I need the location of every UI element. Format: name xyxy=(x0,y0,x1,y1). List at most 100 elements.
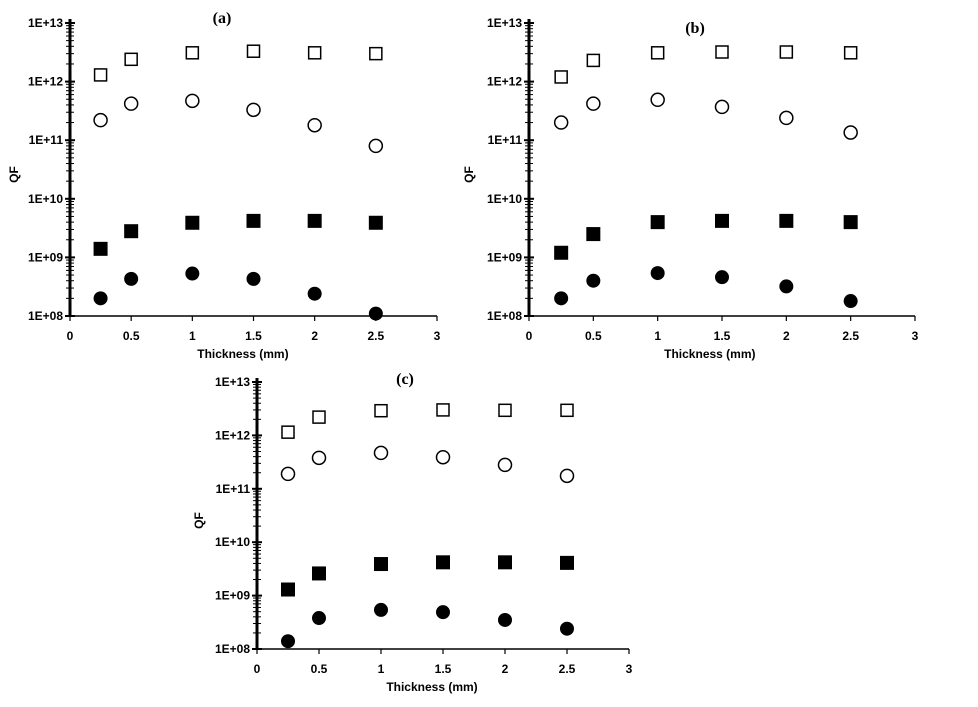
data-point-open-circle xyxy=(307,117,322,133)
data-point-open-circle xyxy=(553,115,569,130)
data-point-open-square xyxy=(560,403,574,418)
data-point-open-circle xyxy=(586,96,601,111)
data-point-open-circle xyxy=(559,468,575,484)
y-tick-label: 1E+13 xyxy=(487,16,522,30)
y-axis-title: QF xyxy=(462,166,476,183)
data-point-open-square xyxy=(436,403,450,417)
data-point-filled-circle xyxy=(374,602,388,617)
data-point-open-square xyxy=(93,68,108,82)
data-point-open-square xyxy=(650,46,665,60)
data-point-filled-square xyxy=(93,241,108,256)
data-point-filled-circle xyxy=(715,270,729,285)
data-point-open-square xyxy=(312,410,326,424)
y-tick-label: 1E+10 xyxy=(28,192,63,206)
x-axis-title: Thickness (mm) xyxy=(664,347,755,361)
y-axis-title: QF xyxy=(192,512,206,529)
y-tick-label: 1E+11 xyxy=(488,133,523,147)
data-point-filled-circle xyxy=(586,273,601,288)
y-tick-label: 1E+13 xyxy=(215,375,250,389)
data-point-open-circle xyxy=(373,445,389,461)
x-tick-label: 3 xyxy=(434,329,441,343)
data-point-filled-square xyxy=(436,555,450,570)
data-point-open-square xyxy=(843,46,858,60)
y-tick-label: 1E+09 xyxy=(487,250,522,264)
data-point-filled-circle xyxy=(124,271,139,286)
data-point-filled-square xyxy=(246,213,261,228)
x-tick-label: 0 xyxy=(67,329,74,343)
data-point-open-square xyxy=(369,46,383,61)
data-point-open-circle xyxy=(123,96,139,111)
data-point-filled-circle xyxy=(307,286,322,301)
data-point-open-square xyxy=(185,46,200,60)
data-point-filled-circle xyxy=(554,291,569,306)
data-point-filled-square xyxy=(650,215,665,230)
x-tick-label: 2.5 xyxy=(842,329,859,343)
y-tick-label: 1E+08 xyxy=(215,642,250,656)
y-tick-label: 1E+12 xyxy=(28,75,63,89)
data-point-filled-circle xyxy=(843,294,858,309)
x-tick-label: 2.5 xyxy=(559,662,576,676)
data-point-filled-circle xyxy=(281,634,295,649)
x-tick-label: 2 xyxy=(502,662,509,676)
data-point-filled-square xyxy=(715,213,729,228)
x-tick-label: 3 xyxy=(912,329,919,343)
chart-panel-c: 1E+08 1E+09 1E+10 1E+11 1E+12 1E+13 0 0.5 1 1.5 2 2… xyxy=(192,371,633,694)
data-point-filled-square xyxy=(843,215,858,230)
data-point-filled-circle xyxy=(436,605,450,620)
data-point-open-circle xyxy=(93,112,108,128)
x-tick-label: 0.5 xyxy=(311,662,328,676)
x-tick-label: 2 xyxy=(311,329,318,343)
data-point-open-circle xyxy=(497,457,513,473)
data-point-filled-circle xyxy=(779,279,794,294)
x-axis-title: Thickness (mm) xyxy=(386,680,477,694)
data-point-filled-square xyxy=(124,224,139,239)
x-tick-label: 2 xyxy=(783,329,790,343)
y-tick-label: 1E+08 xyxy=(487,309,522,323)
data-point-open-circle xyxy=(311,450,327,466)
data-point-open-circle xyxy=(280,466,296,482)
data-point-open-square xyxy=(124,52,138,67)
data-point-open-square xyxy=(554,70,568,84)
x-tick-label: 0 xyxy=(526,329,533,343)
data-point-filled-square xyxy=(312,566,326,581)
data-point-filled-square xyxy=(307,213,322,228)
data-point-open-square xyxy=(374,403,388,418)
x-tick-label: 1 xyxy=(189,329,196,343)
x-tick-label: 1 xyxy=(654,329,661,343)
data-point-filled-square xyxy=(779,213,794,228)
data-point-open-circle xyxy=(779,110,794,126)
data-point-open-square xyxy=(246,44,261,58)
data-point-filled-square xyxy=(586,227,601,242)
data-point-filled-circle xyxy=(560,621,574,636)
x-tick-label: 3 xyxy=(626,662,633,676)
data-point-filled-circle xyxy=(312,611,326,626)
chart-panel-b: 1E+08 1E+09 1E+10 1E+11 1E+12 1E+13 0 0.5 1 1.5 2 2… xyxy=(462,16,919,361)
y-tick-label: 1E+09 xyxy=(215,589,250,603)
data-point-open-square xyxy=(281,425,295,439)
y-tick-label: 1E+13 xyxy=(28,16,63,30)
data-point-open-circle xyxy=(368,138,384,154)
x-tick-label: 1 xyxy=(378,662,385,676)
data-point-filled-circle xyxy=(246,271,261,286)
x-tick-label: 0.5 xyxy=(585,329,602,343)
panel-label: (c) xyxy=(396,371,414,388)
data-point-open-square xyxy=(715,45,729,59)
x-axis-title: Thickness (mm) xyxy=(197,347,288,361)
data-point-open-square xyxy=(307,46,322,60)
x-tick-label: 0 xyxy=(254,662,261,676)
data-point-open-square xyxy=(586,53,601,68)
y-tick-label: 1E+10 xyxy=(215,535,250,549)
data-point-open-square xyxy=(498,403,512,418)
data-point-filled-circle xyxy=(368,306,383,321)
panel-label: (a) xyxy=(213,10,232,27)
data-point-filled-circle xyxy=(185,266,200,281)
y-tick-label: 1E+08 xyxy=(28,309,63,323)
data-point-open-circle xyxy=(650,92,665,108)
data-point-filled-square xyxy=(498,555,512,570)
data-point-open-square xyxy=(779,45,794,59)
x-tick-label: 1.5 xyxy=(435,662,452,676)
y-tick-label: 1E+12 xyxy=(215,428,250,442)
y-tick-label: 1E+10 xyxy=(487,192,522,206)
data-point-filled-square xyxy=(374,557,388,572)
